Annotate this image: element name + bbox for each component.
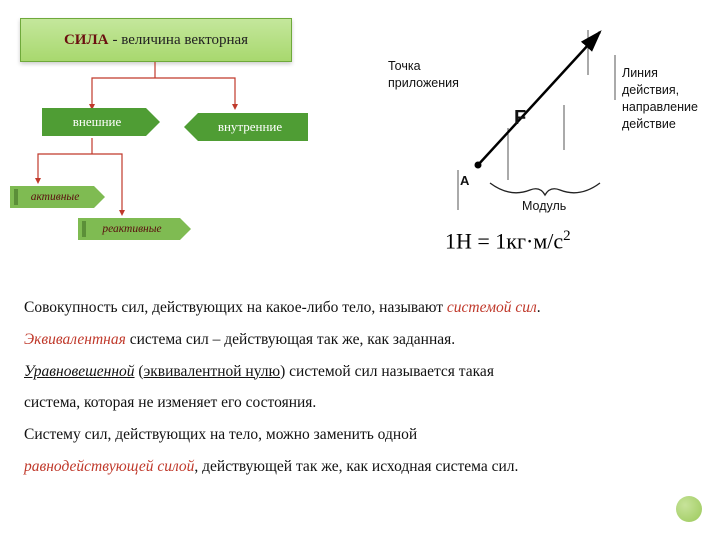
label-point: Точкаприложения bbox=[388, 58, 478, 92]
node-internal-label: внутренние bbox=[218, 119, 282, 135]
node-internal: внутренние bbox=[198, 113, 308, 141]
p1c: . bbox=[537, 299, 541, 316]
label-A: A bbox=[460, 172, 469, 190]
p2a: Эквивалентная bbox=[24, 331, 126, 348]
corner-decoration bbox=[676, 496, 702, 522]
node-reactive-label: реактивные bbox=[102, 223, 161, 235]
label-line: Линиядействия,направлениедействие bbox=[622, 65, 712, 133]
equation: 1Н = 1кг·м/с2 bbox=[445, 228, 571, 254]
definitions-paragraph: Совокупность сил, действующих на какое-л… bbox=[24, 292, 696, 483]
p5: Систему сил, действующих на тело, можно … bbox=[24, 426, 417, 443]
p3d: ) системой сил называется такая bbox=[280, 363, 494, 380]
force-diagram: Точкаприложения Линиядействия,направлени… bbox=[390, 20, 710, 220]
p4: система, которая не изменяет его состоян… bbox=[24, 394, 316, 411]
p1b: системой сил bbox=[447, 299, 537, 316]
p2b: система сил – действующая так же, как за… bbox=[126, 331, 455, 348]
p1a: Совокупность сил, действующих на какое-л… bbox=[24, 299, 447, 316]
p6a: равнодействующей силой bbox=[24, 458, 194, 475]
p3a: Уравновешенной bbox=[24, 363, 135, 380]
equation-text: 1Н = 1кг·м/с bbox=[445, 228, 563, 253]
p6b: , действующей так же, как исходная систе… bbox=[194, 458, 518, 475]
node-external-label: внешние bbox=[73, 114, 122, 130]
label-mod: Модуль bbox=[522, 198, 566, 215]
label-F: F bbox=[514, 105, 526, 132]
node-active-label: активные bbox=[31, 191, 80, 203]
node-active: активные bbox=[10, 186, 94, 208]
p3c: эквивалентной нулю bbox=[144, 363, 281, 380]
node-reactive: реактивные bbox=[78, 218, 180, 240]
node-external: внешние bbox=[42, 108, 146, 136]
p3b: ( bbox=[135, 363, 144, 380]
equation-sup: 2 bbox=[563, 228, 571, 244]
